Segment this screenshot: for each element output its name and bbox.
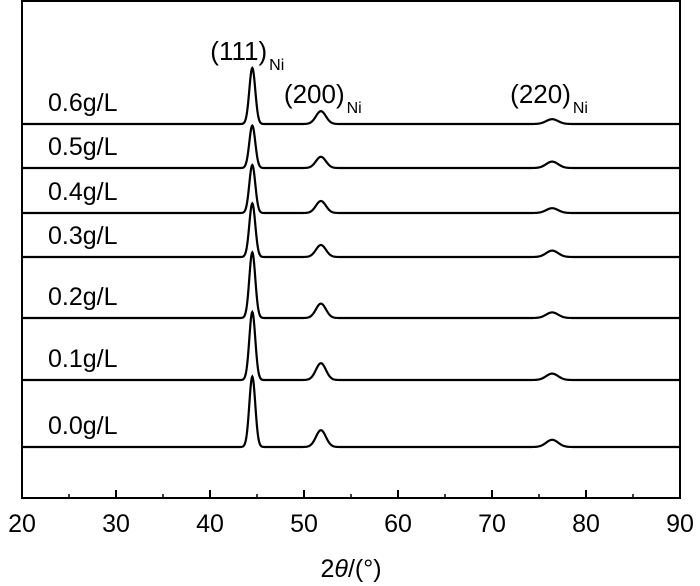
peak-annotation: (220) Ni	[510, 79, 588, 117]
series-line	[22, 66, 680, 126]
x-axis-tick-labels: 20 30 40 50 60 70 80 90	[8, 510, 694, 538]
plot-frame	[21, 0, 681, 499]
peak-annotation: (111) Ni	[210, 36, 284, 74]
x-axis-title-prefix: 2	[320, 555, 334, 583]
x-tick-label: 20	[8, 510, 36, 538]
x-axis-title-theta: θ	[334, 555, 348, 583]
series-line	[22, 163, 680, 215]
series-label: 0.6g/L	[48, 89, 118, 117]
series-label: 0.5g/L	[48, 133, 118, 161]
x-tick-label: 90	[666, 510, 694, 538]
series-label: 0.1g/L	[48, 345, 118, 373]
series-label: 0.4g/L	[48, 178, 118, 206]
x-tick-label: 50	[290, 510, 318, 538]
series-label: 0.2g/L	[48, 283, 118, 311]
x-axis-title-unit: /(°)	[348, 555, 382, 583]
x-tick-label: 60	[384, 510, 412, 538]
x-axis-ticks	[68, 490, 634, 498]
peak-annotations: (111) Ni(200) Ni (220) Ni	[210, 36, 588, 117]
series-labels: 0.6g/L 0.5g/L 0.4g/L 0.3g/L 0.2g/L 0.1g/L 0.0g…	[48, 89, 118, 440]
x-tick-label: 80	[572, 510, 600, 538]
series-label: 0.0g/L	[48, 412, 118, 440]
series-line	[22, 250, 680, 320]
series-line	[22, 201, 680, 259]
x-tick-label: 30	[102, 510, 130, 538]
peak-annotation: (200) Ni	[284, 79, 362, 117]
series-line	[22, 123, 680, 170]
series-line	[22, 374, 680, 449]
x-axis-title: 2θ/(°)	[320, 555, 381, 583]
xrd-patterns	[22, 66, 680, 449]
x-tick-label: 70	[478, 510, 506, 538]
series-line	[22, 309, 680, 382]
x-tick-label: 40	[196, 510, 224, 538]
series-label: 0.3g/L	[48, 222, 118, 250]
